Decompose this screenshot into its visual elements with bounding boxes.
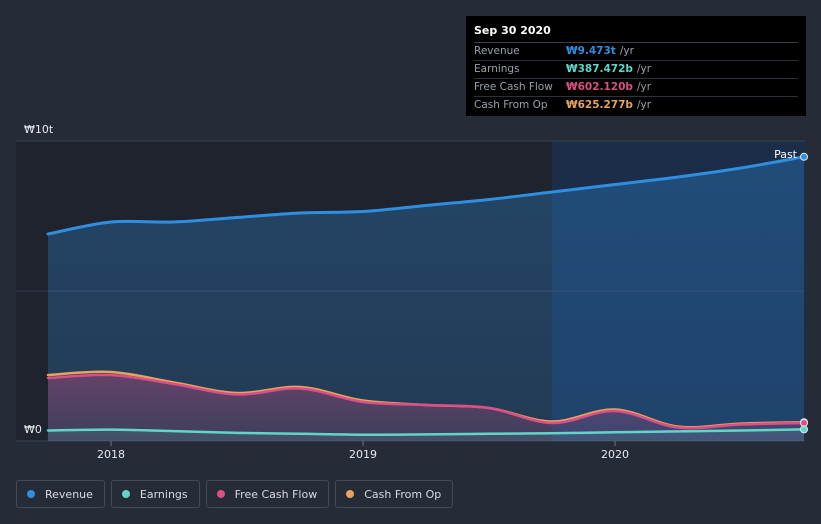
legend: Revenue Earnings Free Cash Flow Cash Fro… [16,480,454,508]
tooltip-row-cash-from-op: Cash From Op ₩625.277b /yr [474,97,798,114]
tooltip-label: Free Cash Flow [474,81,553,93]
legend-label: Free Cash Flow [234,487,318,501]
legend-label: Revenue [45,487,93,501]
tooltip-unit: /yr [636,99,652,111]
past-label: Past [774,148,798,161]
x-tick-label: 2019 [349,448,377,461]
legend-item-cash-from-op[interactable]: Cash From Op [335,480,454,508]
tooltip-value: ₩387.472b [566,63,633,75]
revenue-end-point [800,152,808,161]
revenue-area [48,156,804,441]
earnings-end-point [800,425,808,434]
legend-item-free-cash-flow[interactable]: Free Cash Flow [205,480,330,508]
tooltip-unit: /yr [619,45,634,57]
tooltip-row-earnings: Earnings ₩387.472b /yr [474,61,798,79]
tooltip-row-free-cash-flow: Free Cash Flow ₩602.120b /yr [474,79,798,97]
tooltip-label: Revenue [474,45,520,57]
free-cash-flow-dot-icon [216,490,225,498]
legend-label: Cash From Op [364,487,442,501]
y-tick-label-top: ₩10t [24,123,54,136]
x-tick-label: 2018 [97,448,125,461]
tooltip-row-revenue: Revenue ₩9.473t /yr [474,43,798,61]
tooltip-unit: /yr [636,63,652,75]
legend-label: Earnings [139,487,188,501]
tooltip-label: Cash From Op [474,99,548,111]
x-tick-label: 2020 [601,448,629,461]
legend-item-earnings[interactable]: Earnings [110,480,200,508]
tooltip-label: Earnings [474,63,520,75]
revenue-line [46,155,806,236]
cash-from-op-dot-icon [346,490,355,498]
tooltip-unit: /yr [636,81,652,93]
earnings-dot-icon [121,490,130,498]
tooltip-panel: Sep 30 2020 Revenue ₩9.473t /yr Earnings… [466,16,806,116]
y-tick-label-bottom: ₩0 [24,423,42,436]
earnings-line [46,428,806,436]
tooltip-value: ₩625.277b [566,99,633,111]
legend-item-revenue[interactable]: Revenue [16,480,105,508]
tooltip-value: ₩602.120b [566,81,633,93]
tooltip-value: ₩9.473t [566,45,616,57]
tooltip-date: Sep 30 2020 [474,24,798,43]
free-cash-flow-area [48,374,804,441]
revenue-dot-icon [27,490,35,498]
free-cash-flow-line [46,373,806,430]
